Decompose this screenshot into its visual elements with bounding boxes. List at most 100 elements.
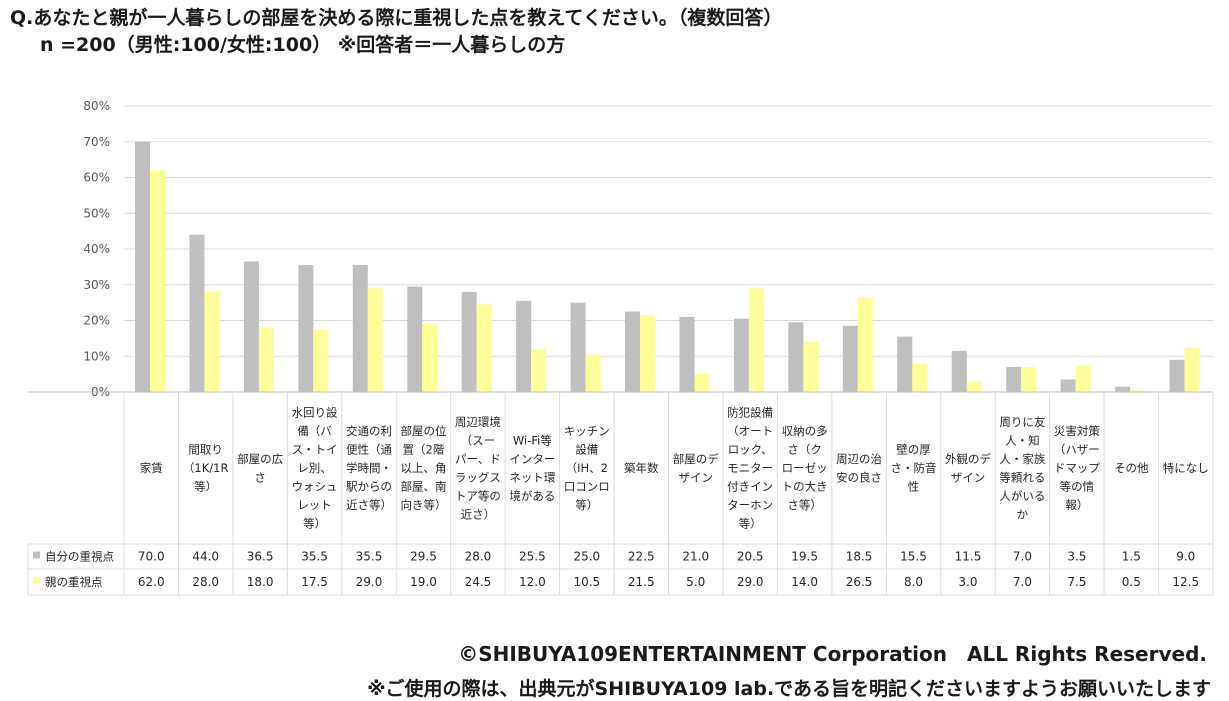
data-label: 8.0 xyxy=(904,575,923,589)
data-label: 21.5 xyxy=(628,575,655,589)
bar-parent xyxy=(204,291,220,392)
bar-self xyxy=(570,302,586,392)
bar-parent xyxy=(313,329,329,392)
data-label: 24.5 xyxy=(465,575,492,589)
bar-parent xyxy=(1075,365,1091,392)
x-category-label: 部屋の位 xyxy=(400,424,446,438)
x-category-label: 防犯設備 xyxy=(727,406,773,420)
x-category-label: インター xyxy=(509,452,555,466)
x-category-label: 近さ等） xyxy=(346,498,392,512)
bar-self xyxy=(788,322,804,392)
x-category-label: ザイン xyxy=(951,470,986,484)
x-category-label: パー、ド xyxy=(455,452,501,466)
x-category-label: モニター xyxy=(727,461,773,475)
bar-self xyxy=(625,311,641,392)
x-category-label: 周辺環境 xyxy=(455,415,501,429)
x-category-label: ス・トイ xyxy=(292,443,338,457)
x-category-label: 設備 xyxy=(575,443,598,457)
y-tick-label: 60% xyxy=(83,171,110,185)
x-category-label: 安の良さ xyxy=(836,470,882,484)
data-label: 35.5 xyxy=(356,550,383,564)
bar-parent xyxy=(258,327,274,392)
bar-parent xyxy=(531,349,547,392)
bar-self xyxy=(407,286,423,392)
bar-self xyxy=(298,265,314,392)
x-category-label: 等の情 xyxy=(1060,480,1095,494)
data-label: 35.5 xyxy=(301,550,328,564)
x-category-label: （1K/1R xyxy=(183,461,229,475)
bar-parent xyxy=(422,324,438,392)
bar-parent xyxy=(150,170,165,392)
y-tick-label: 10% xyxy=(83,349,110,363)
data-label: 26.5 xyxy=(846,575,873,589)
data-label: 15.5 xyxy=(900,550,927,564)
data-label: 29.0 xyxy=(737,575,764,589)
x-category-label: 人がいる xyxy=(999,489,1045,503)
x-category-label: 付きイン xyxy=(727,480,773,494)
legend-swatch xyxy=(33,551,40,559)
x-category-label: ウォシュ xyxy=(292,480,338,494)
bar-self xyxy=(189,234,205,392)
bar-self xyxy=(1169,359,1185,392)
bar-parent xyxy=(640,315,656,392)
x-category-label: 学時間・ xyxy=(346,461,392,475)
bar-self xyxy=(951,350,967,392)
data-label: 10.5 xyxy=(573,575,600,589)
x-category-label: 人・知 xyxy=(1005,433,1040,447)
x-category-label: ターホン xyxy=(727,498,773,512)
bar-parent xyxy=(1021,366,1037,392)
x-category-label: 築年数 xyxy=(624,461,659,475)
x-category-label: 性 xyxy=(908,480,920,494)
y-tick-label: 50% xyxy=(83,206,110,220)
x-category-label: 置（2階 xyxy=(403,443,445,457)
data-label: 12.0 xyxy=(519,575,546,589)
x-category-label: ラッグス xyxy=(455,470,501,484)
x-category-label: Wi-Fi等 xyxy=(513,433,552,447)
bar-parent xyxy=(912,363,928,392)
bar-parent xyxy=(748,288,764,392)
x-category-label: 以上、角 xyxy=(400,461,446,475)
data-label: 0.5 xyxy=(1122,575,1141,589)
bar-parent xyxy=(966,381,982,392)
x-category-label: 向き等） xyxy=(400,498,446,512)
data-label: 5.0 xyxy=(686,575,705,589)
bar-self xyxy=(1115,386,1131,392)
x-category-label: ドマップ xyxy=(1054,461,1100,475)
data-label: 14.0 xyxy=(791,575,818,589)
x-category-label: 特になし xyxy=(1163,461,1209,475)
x-category-label: 周りに友 xyxy=(999,415,1045,429)
x-category-label: 収納の多 xyxy=(782,424,828,438)
x-category-label: さ xyxy=(254,470,266,484)
x-category-label: レ別、 xyxy=(297,461,332,475)
bar-parent xyxy=(585,354,601,392)
data-label: 19.0 xyxy=(410,575,437,589)
x-category-label: か xyxy=(1017,507,1029,521)
legend-label: 自分の重視点 xyxy=(45,550,114,564)
x-category-label: 口コンロ xyxy=(564,480,610,494)
copyright-text: ©SHIBUYA109ENTERTAINMENT Corporation ALL… xyxy=(458,642,1207,666)
y-tick-label: 20% xyxy=(83,314,110,328)
x-category-label: ローゼッ xyxy=(782,461,828,475)
x-category-label: さ等） xyxy=(787,498,822,512)
data-label: 22.5 xyxy=(628,550,655,564)
data-label: 17.5 xyxy=(301,575,328,589)
data-label: 36.5 xyxy=(247,550,274,564)
x-category-label: 等） xyxy=(303,517,326,531)
data-label: 1.5 xyxy=(1122,550,1141,564)
bar-self xyxy=(243,261,259,392)
x-category-label: 災害対策 xyxy=(1054,424,1100,438)
bar-parent xyxy=(1184,347,1200,392)
data-label: 11.5 xyxy=(955,550,982,564)
bar-parent xyxy=(367,288,383,392)
x-category-label: 等） xyxy=(739,517,762,531)
x-category-label: （IH、2 xyxy=(566,461,608,475)
y-tick-label: 40% xyxy=(83,242,110,256)
bar-parent xyxy=(694,374,710,392)
data-label: 28.0 xyxy=(465,550,492,564)
x-category-label: 等頼れる xyxy=(999,470,1045,484)
x-category-label: レット xyxy=(297,498,332,512)
bar-parent xyxy=(803,341,819,392)
data-label: 3.5 xyxy=(1067,550,1086,564)
data-label: 29.5 xyxy=(410,550,437,564)
x-category-label: 家賃 xyxy=(140,461,163,475)
